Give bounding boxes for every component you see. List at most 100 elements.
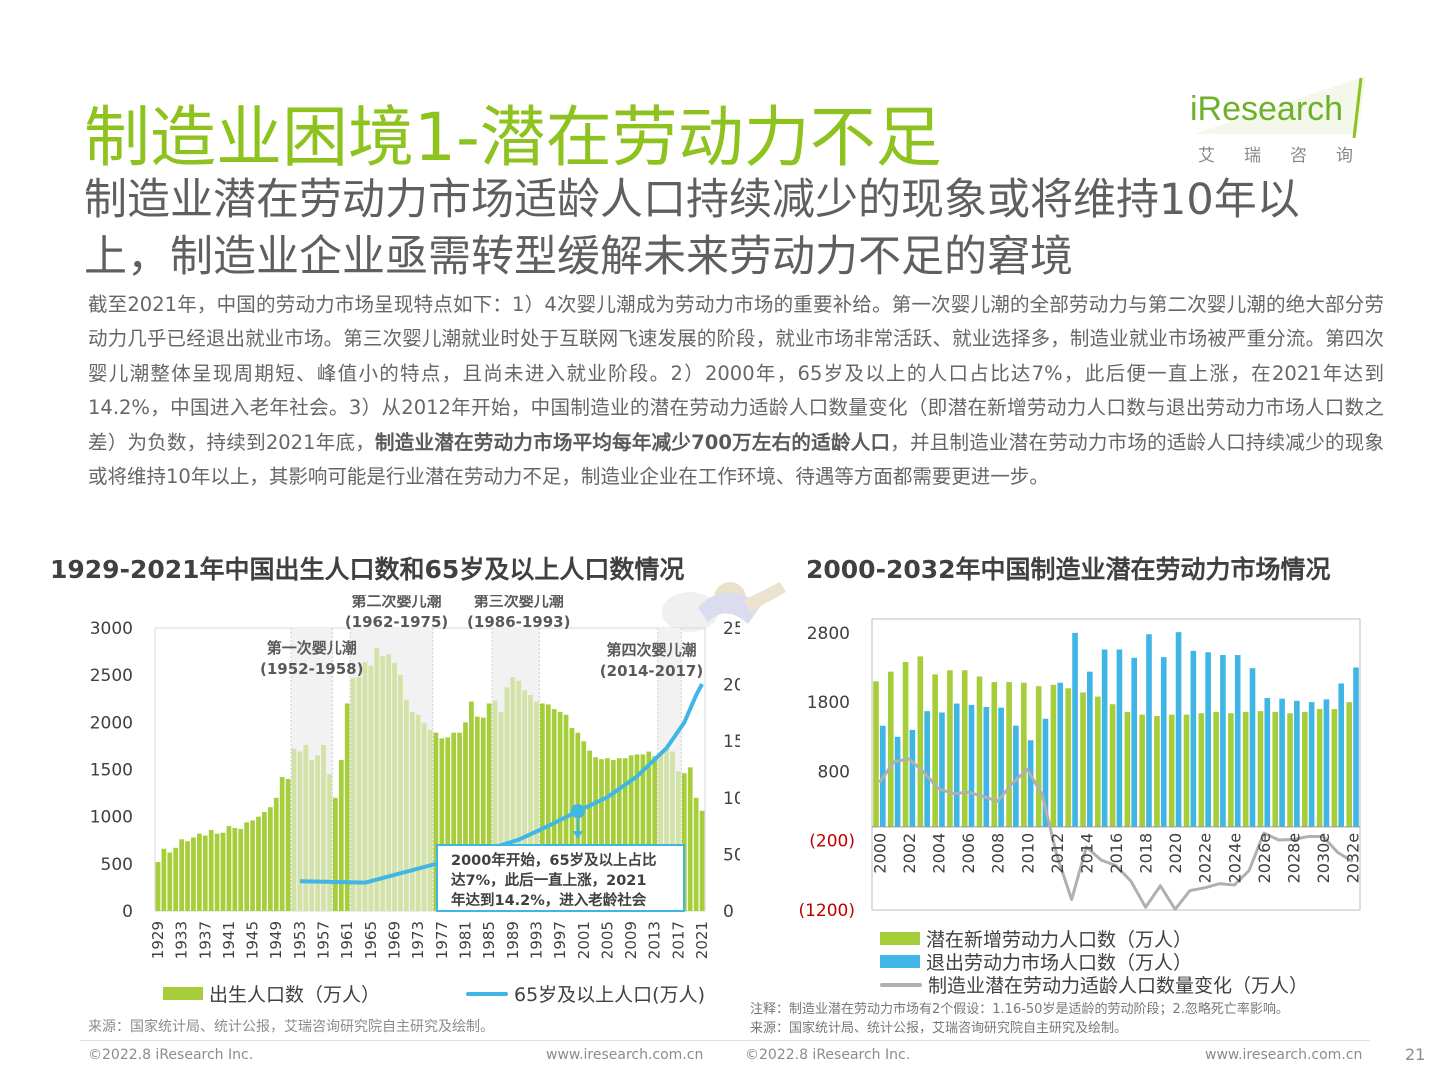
- footer-url-right: www.iresearch.com.cn: [1205, 1047, 1363, 1063]
- birth-bar: [528, 694, 533, 911]
- new-labor-bar: [1035, 686, 1042, 827]
- chart2-plot-area: [871, 618, 1361, 911]
- chart1-legend-label-elderly: 65岁及以上人口(万人): [514, 984, 706, 1006]
- birth-bar: [315, 755, 320, 911]
- exit-labor-bar: [1027, 740, 1034, 827]
- logo-wordmark: iResearch: [1190, 90, 1344, 128]
- new-labor-bar: [1168, 714, 1175, 827]
- page-title: 制造业困境1-潜在劳动力不足: [84, 99, 942, 176]
- birth-bar: [344, 703, 350, 911]
- x-tick: 1949: [267, 921, 285, 959]
- birth-bar: [510, 677, 516, 911]
- exit-labor-bar: [983, 706, 990, 827]
- birth-bar: [480, 717, 486, 911]
- footer-url-left: www.iresearch.com.cn: [546, 1047, 704, 1063]
- x-tick: 2012: [1048, 833, 1067, 874]
- x-tick: 1997: [551, 921, 569, 959]
- birth-bar: [398, 675, 403, 911]
- chart1-svg: 3000250020001500100050002500020000150001…: [90, 595, 740, 959]
- x-tick: 1945: [244, 921, 262, 959]
- birth-bar: [179, 839, 184, 911]
- x-tick: 2009: [622, 921, 640, 959]
- birth-bar: [415, 714, 421, 911]
- birth-bar: [640, 754, 646, 911]
- birth-bar: [469, 701, 474, 911]
- birth-bar: [498, 711, 504, 911]
- x-tick: 1973: [409, 921, 427, 959]
- birth-bar: [202, 835, 208, 911]
- birth-bar: [173, 847, 179, 911]
- logo-swoosh-icon: [1194, 76, 1366, 139]
- logo-subtitle: 艾瑞咨询: [1198, 146, 1382, 166]
- body-highlight: 制造业潜在劳动力市场平均每年减少700万左右的适龄人口: [375, 430, 891, 454]
- chart1-legend-elderly: 65岁及以上人口(万人): [466, 980, 705, 1007]
- chart2-legend-change: 制造业潜在劳动力适龄人口数量变化（万人）: [880, 971, 1308, 998]
- chart2-svg: 2800 1800 800 (200) (1200) 2000 2002 2004 2006 20…: [798, 618, 1363, 921]
- body-paragraph: 截至2021年，中国的劳动力市场呈现特点如下：1）4次婴儿潮成为劳动力市场的重要…: [88, 288, 1384, 494]
- runner-figure-icon: [630, 560, 800, 650]
- birth-bar: [208, 829, 214, 911]
- x-tick: 2013: [646, 921, 664, 959]
- new-labor-bar: [1006, 682, 1012, 827]
- new-labor-bar: [991, 682, 998, 827]
- legend-blue-swatch: [880, 955, 920, 968]
- birth-bar: [699, 810, 705, 911]
- x-tick: 2021: [693, 921, 711, 959]
- birth-bar: [599, 759, 604, 911]
- chart1-title: 1929-2021年中国出生人口数和65岁及以上人口数情况: [50, 555, 685, 584]
- birth-bar: [279, 777, 285, 911]
- new-labor-bar: [1109, 704, 1116, 827]
- birth-bar: [380, 656, 386, 911]
- x-tick: 1933: [173, 921, 191, 959]
- footer-copyright-right: ©2022.8 iResearch Inc.: [745, 1047, 911, 1063]
- birth-bar: [652, 756, 658, 911]
- x-tick: 2014: [1077, 833, 1096, 874]
- legend-gray-line: [880, 982, 922, 987]
- x-tick: 1969: [386, 921, 404, 959]
- chart2-source: 来源：国家统计局、统计公报，艾瑞咨询研究院自主研究及绘制。: [750, 1021, 1128, 1036]
- birth-bar: [368, 665, 374, 911]
- exit-labor-bar: [1279, 698, 1285, 827]
- y-tick: (200): [809, 832, 855, 852]
- new-labor-bar: [1242, 711, 1249, 827]
- birth-bar: [593, 757, 598, 911]
- legend-green-swatch: [880, 932, 920, 945]
- exit-labor-bar: [1013, 725, 1019, 827]
- exit-labor-bar: [1072, 632, 1078, 827]
- birth-bar: [185, 841, 190, 911]
- iresearch-logo: [1186, 76, 1366, 166]
- x-tick: 2030e: [1314, 833, 1333, 884]
- new-labor-bar: [1213, 711, 1219, 827]
- baby-boom-label: 第一次婴儿潮: [267, 639, 357, 657]
- x-tick: 2028e: [1284, 833, 1303, 884]
- chart1-legend-births: 出生人口数（万人）: [163, 980, 380, 1007]
- birth-bar: [403, 699, 409, 911]
- legend-blue-line: [466, 991, 508, 996]
- new-labor-bar: [917, 656, 924, 827]
- new-labor-bar: [873, 681, 879, 827]
- birth-bar: [256, 816, 261, 911]
- exit-labor-bar: [1220, 655, 1226, 827]
- birth-bar: [244, 822, 250, 911]
- exit-labor-bar: [939, 712, 945, 827]
- birth-bar: [681, 773, 687, 911]
- birth-bar: [321, 744, 326, 911]
- birth-bar: [267, 807, 273, 911]
- new-labor-bar: [887, 671, 894, 827]
- exit-labor-bar: [1057, 682, 1064, 827]
- body-part-1: 截至2021年，中国的劳动力市场呈现特点如下：1）4次婴儿潮成为劳动力市场的重要…: [88, 293, 1384, 454]
- birth-bar: [687, 767, 693, 911]
- baby-boom-band: [657, 628, 682, 911]
- birth-bar: [327, 774, 332, 911]
- birth-bar: [356, 677, 362, 911]
- birth-bar: [297, 751, 303, 911]
- birth-bar: [303, 744, 309, 911]
- new-labor-bar: [1183, 714, 1190, 827]
- new-labor-bar: [1198, 713, 1205, 827]
- new-labor-bar: [1095, 696, 1101, 827]
- exit-labor-bar: [1205, 652, 1211, 827]
- baby-boom-range: (1952-1958): [260, 660, 363, 678]
- chart1-source: 来源：国家统计局、统计公报，艾瑞咨询研究院自主研究及绘制。: [88, 1019, 494, 1035]
- birth-bar: [232, 827, 238, 911]
- x-tick: 2010: [1018, 833, 1037, 874]
